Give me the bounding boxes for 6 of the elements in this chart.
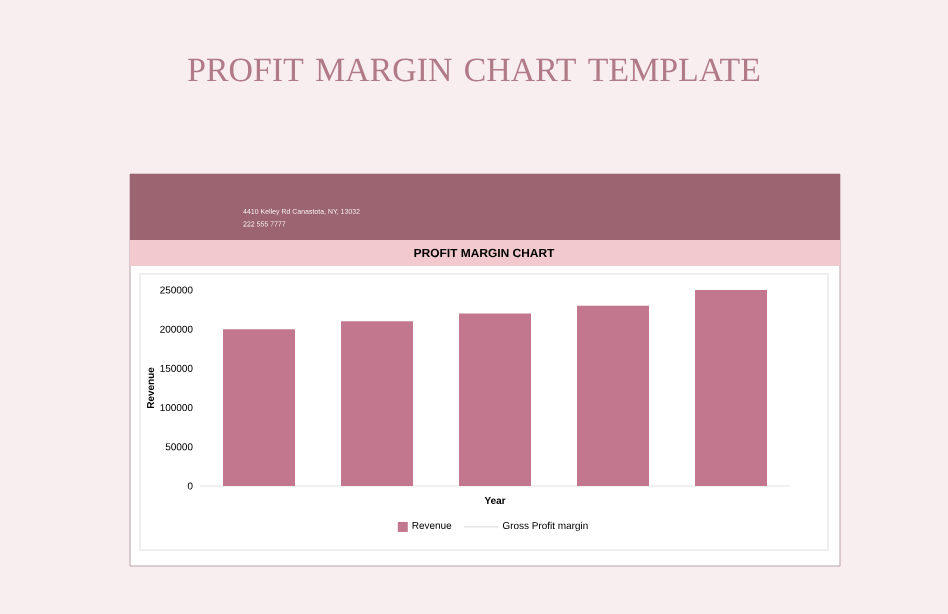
bar (223, 329, 296, 486)
bar (695, 290, 768, 486)
bar (341, 321, 414, 486)
bar (459, 313, 532, 486)
bar (577, 305, 650, 486)
chart-title: PROFIT MARGIN CHART TEMPLATE (188, 58, 760, 82)
